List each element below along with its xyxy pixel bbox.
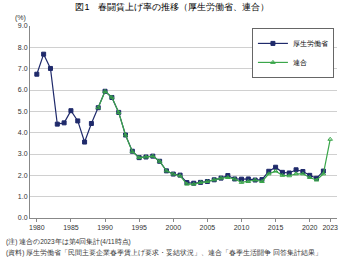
svg-text:図1 春闘賃上げ率の推移（厚生労働省、連合）: 図1 春闘賃上げ率の推移（厚生労働省、連合） [75, 2, 269, 12]
svg-text:3.0: 3.0 [18, 150, 28, 157]
svg-text:9.0: 9.0 [18, 22, 28, 29]
svg-text:2015: 2015 [268, 224, 284, 231]
svg-text:7.0: 7.0 [18, 65, 28, 72]
svg-text:8.0: 8.0 [18, 44, 28, 51]
svg-text:連合: 連合 [293, 59, 307, 66]
svg-text:1985: 1985 [63, 224, 79, 231]
svg-text:6.0: 6.0 [18, 86, 28, 93]
svg-text:1995: 1995 [131, 224, 147, 231]
svg-text:(資料) 厚生労働省「民間主要企業春季賃上げ要求・妥結状況」: (資料) 厚生労働省「民間主要企業春季賃上げ要求・妥結状況」、連合「春季生活闘争… [6, 249, 322, 257]
svg-text:2010: 2010 [234, 224, 250, 231]
svg-text:2000: 2000 [165, 224, 181, 231]
svg-text:4.0: 4.0 [18, 129, 28, 136]
svg-text:1980: 1980 [29, 224, 45, 231]
svg-text:厚生労働省: 厚生労働省 [293, 40, 328, 48]
svg-text:(注) 連合の2023年は第4回集計(4/11時点): (注) 連合の2023年は第4回集計(4/11時点) [6, 238, 131, 246]
svg-text:(%): (%) [15, 14, 26, 22]
svg-text:5.0: 5.0 [18, 108, 28, 115]
svg-text:2020: 2020 [302, 224, 318, 231]
svg-text:2.0: 2.0 [18, 172, 28, 179]
svg-text:2023: 2023 [322, 224, 338, 231]
svg-text:1990: 1990 [97, 224, 113, 231]
svg-text:1.0: 1.0 [18, 193, 28, 200]
svg-text:2005: 2005 [200, 224, 216, 231]
svg-text:0.0: 0.0 [18, 214, 28, 221]
